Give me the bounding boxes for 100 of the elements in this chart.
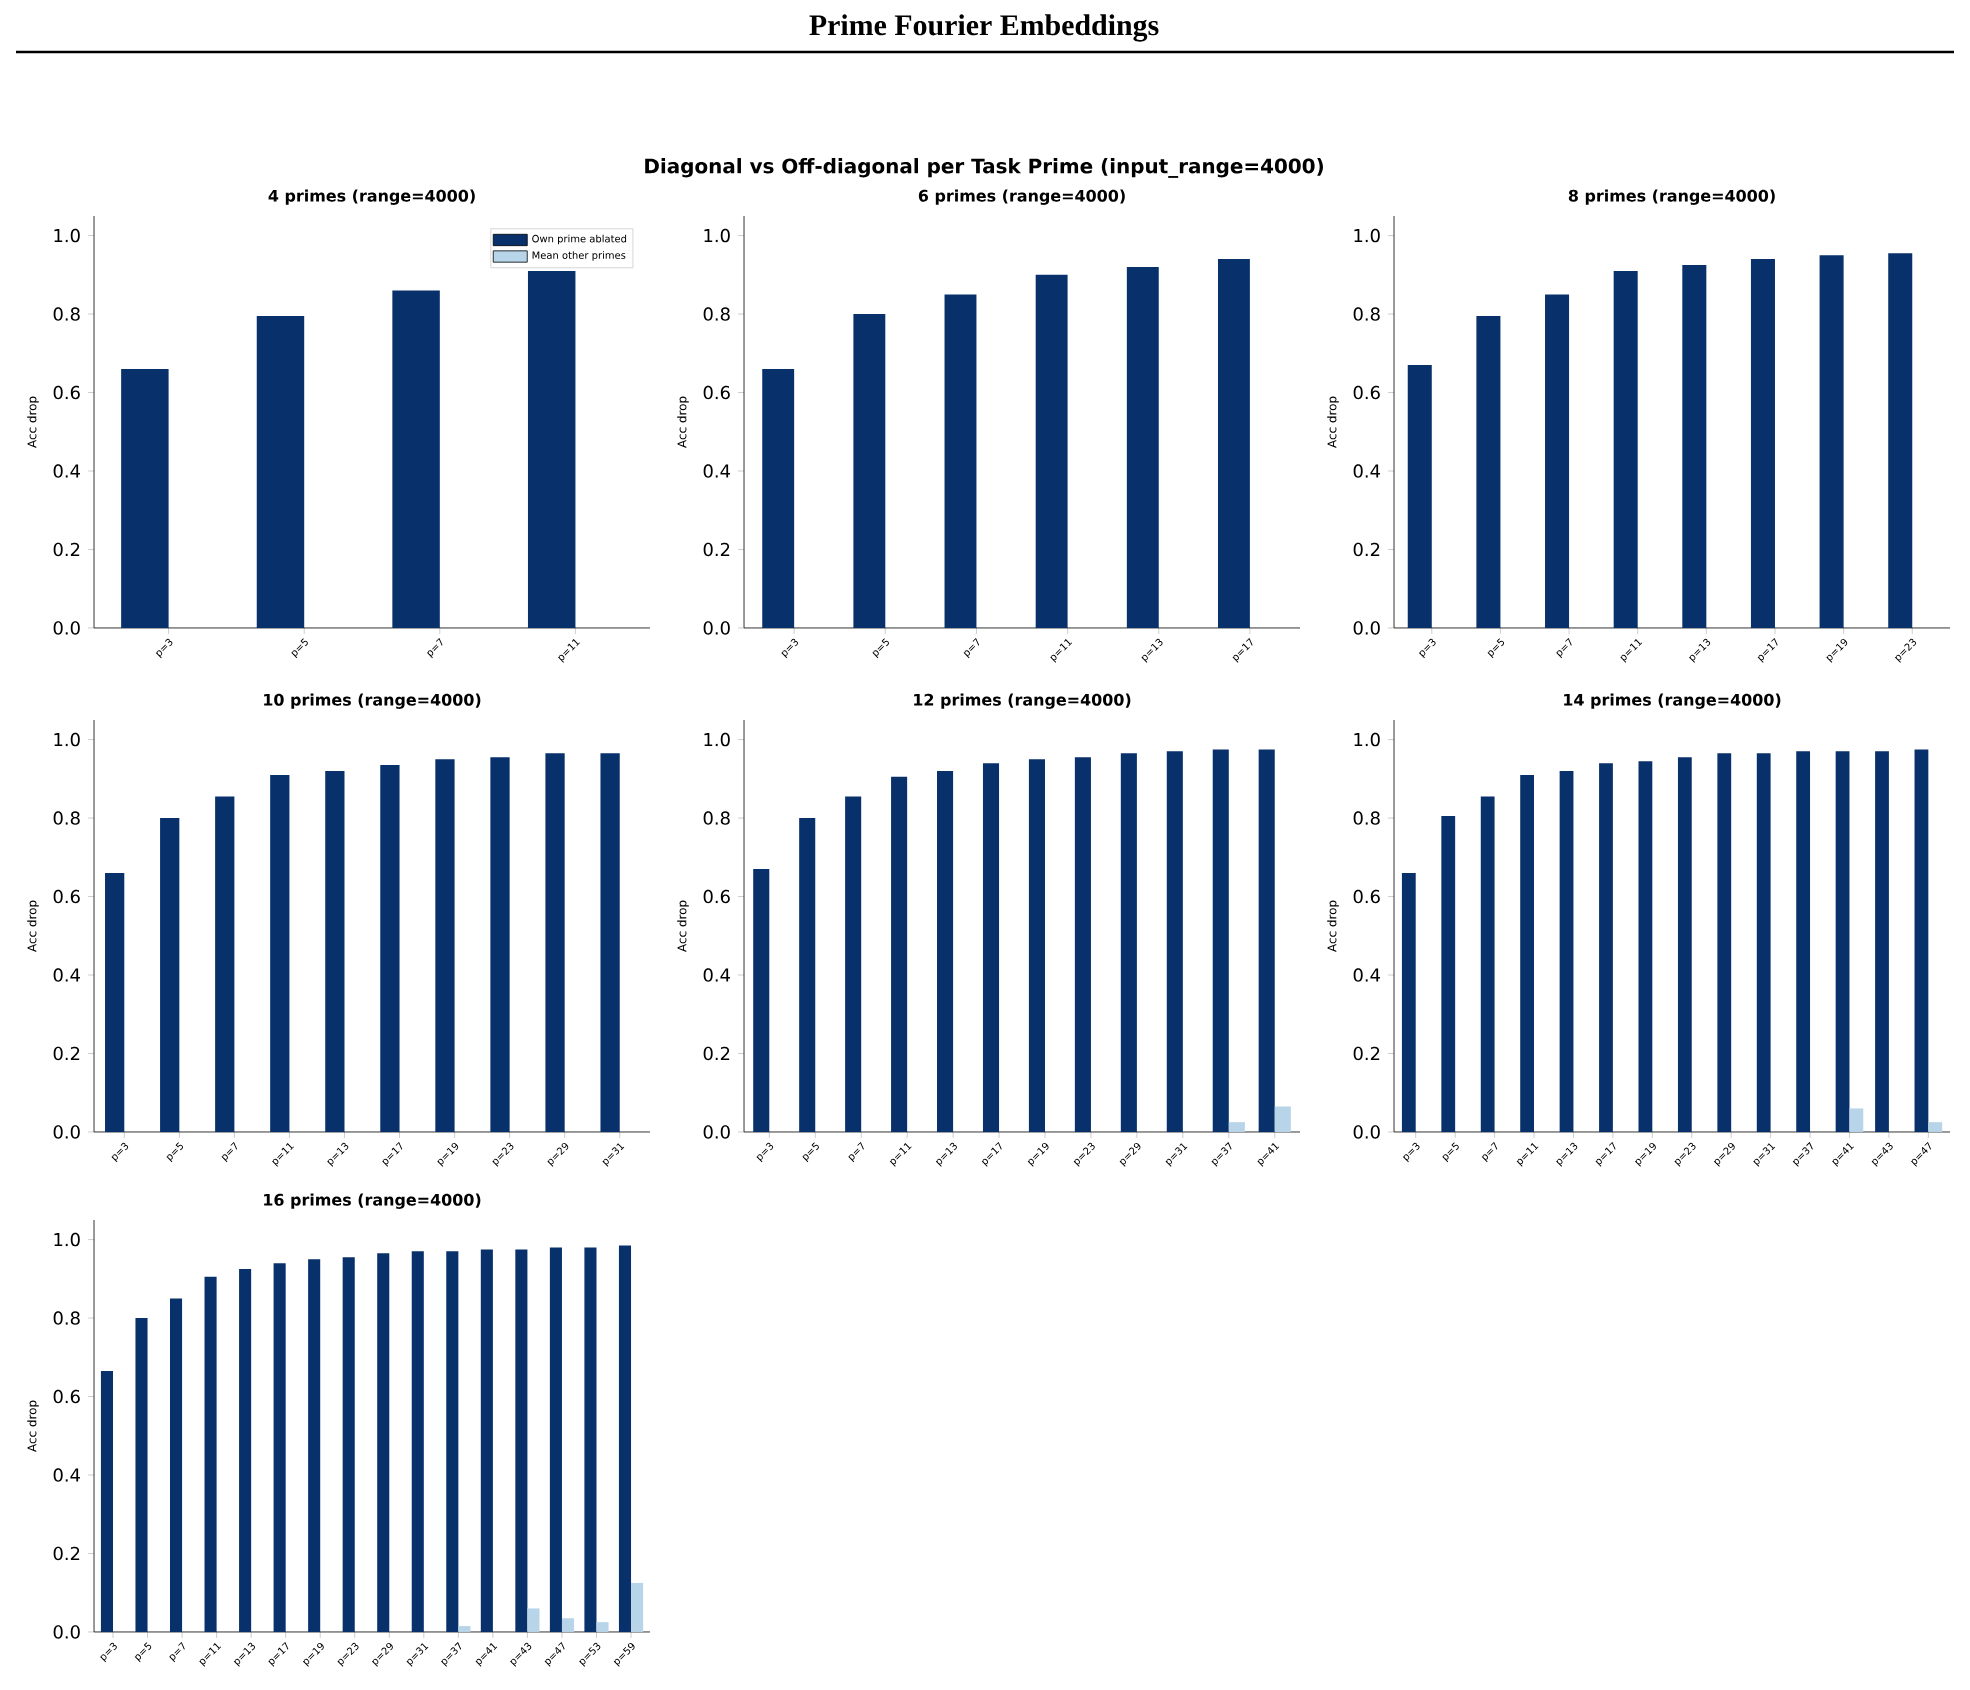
bar xyxy=(1613,270,1638,628)
bar xyxy=(600,753,620,1132)
bar xyxy=(1819,255,1844,628)
bar xyxy=(325,770,345,1132)
y-tick-label: 0.4 xyxy=(53,968,80,982)
y-tick-label: 0.2 xyxy=(53,1046,80,1061)
bar xyxy=(1520,774,1535,1132)
bar xyxy=(160,818,180,1132)
y-tick-label: 0.4 xyxy=(1353,968,1380,982)
y-tick-label: 1.0 xyxy=(54,732,80,747)
y-tick-label: 0.6 xyxy=(703,385,730,400)
y-tick-label: 1.0 xyxy=(704,732,730,747)
bar xyxy=(1756,753,1771,1132)
bar xyxy=(105,872,125,1132)
y-tick-label: 0.0 xyxy=(703,621,730,635)
bar xyxy=(1217,259,1250,628)
bar xyxy=(1928,1122,1943,1132)
bar xyxy=(845,796,862,1132)
y-tick-label: 1.0 xyxy=(704,228,730,243)
bar xyxy=(1274,1106,1291,1132)
bar xyxy=(1717,753,1732,1132)
bar xyxy=(631,1582,644,1632)
y-tick-label: 0.2 xyxy=(703,1046,730,1061)
bar xyxy=(1682,265,1707,628)
bar xyxy=(1835,751,1850,1132)
bar xyxy=(1228,1122,1245,1132)
bar xyxy=(135,1318,148,1632)
text: Diagonal vs Off-diagonal per Task Prime (input_range=4000) xyxy=(645,158,1323,178)
y-tick-label: 0.8 xyxy=(53,1311,80,1325)
bar xyxy=(377,1253,390,1632)
bar xyxy=(308,1259,321,1632)
bar xyxy=(380,765,400,1132)
y-tick-label: 1.0 xyxy=(1354,732,1380,747)
bar xyxy=(121,368,169,628)
bar xyxy=(1750,259,1775,628)
y-tick-label: 0.0 xyxy=(703,1125,730,1139)
y-tick-label: 0.6 xyxy=(1353,385,1380,400)
y-tick-label: 0.4 xyxy=(53,1468,80,1482)
bar xyxy=(1120,753,1137,1132)
bar xyxy=(1559,770,1574,1132)
bar xyxy=(490,757,510,1132)
bar xyxy=(549,1247,562,1632)
text: Prime Fourier Embeddings xyxy=(809,14,1159,42)
y-tick-label: 0.8 xyxy=(703,811,730,825)
bar xyxy=(982,763,1000,1132)
bar xyxy=(458,1626,471,1632)
bar xyxy=(1638,761,1653,1132)
bar xyxy=(584,1247,597,1632)
y-tick-label: 0.4 xyxy=(703,968,730,982)
bar xyxy=(1166,751,1183,1132)
bar xyxy=(515,1249,528,1632)
bar xyxy=(1888,253,1913,628)
bar xyxy=(169,1298,183,1632)
y-tick-label: 0.2 xyxy=(53,542,80,557)
bar xyxy=(1074,757,1091,1132)
bar xyxy=(270,774,290,1132)
y-tick-label: 0.8 xyxy=(703,307,730,321)
bar xyxy=(480,1249,493,1632)
bar xyxy=(256,316,305,628)
y-tick-label: 1.0 xyxy=(54,1232,80,1247)
bar xyxy=(1212,749,1229,1132)
bar xyxy=(435,759,455,1132)
bar xyxy=(1914,749,1929,1132)
bar xyxy=(1407,365,1432,628)
y-tick-label: 0.0 xyxy=(1353,1125,1380,1139)
y-tick-label: 0.2 xyxy=(1353,542,1380,557)
y-tick-label: 0.8 xyxy=(1353,811,1380,825)
y-tick-label: 1.0 xyxy=(1354,228,1380,243)
bar xyxy=(596,1622,609,1632)
y-tick-label: 0.6 xyxy=(53,1389,80,1404)
bar xyxy=(1441,816,1456,1132)
bar xyxy=(762,368,795,628)
bar xyxy=(618,1245,632,1632)
bar xyxy=(527,1608,540,1632)
bar xyxy=(392,290,440,628)
bar xyxy=(753,869,770,1132)
bar xyxy=(1126,266,1159,628)
bar xyxy=(446,1251,459,1632)
bar xyxy=(561,1618,575,1632)
bar xyxy=(342,1257,355,1632)
y-tick-label: 0.8 xyxy=(1353,307,1380,321)
bar xyxy=(799,818,816,1132)
bar xyxy=(1849,1108,1864,1132)
y-tick-label: 0.2 xyxy=(53,1546,80,1561)
bar xyxy=(1545,294,1570,628)
y-tick-label: 0.4 xyxy=(703,464,730,478)
bar xyxy=(215,796,235,1132)
bar xyxy=(891,776,908,1132)
bar xyxy=(204,1276,217,1632)
bar xyxy=(1796,751,1811,1132)
bar xyxy=(1476,316,1501,628)
bar xyxy=(1480,796,1495,1132)
y-tick-label: 0.6 xyxy=(53,385,80,400)
bar xyxy=(1401,872,1416,1132)
bar xyxy=(1875,751,1889,1132)
y-tick-label: 0.8 xyxy=(53,307,80,321)
y-tick-label: 0.2 xyxy=(703,542,730,557)
bar xyxy=(239,1269,252,1632)
y-tick-label: 0.6 xyxy=(53,889,80,904)
bar xyxy=(411,1251,424,1632)
